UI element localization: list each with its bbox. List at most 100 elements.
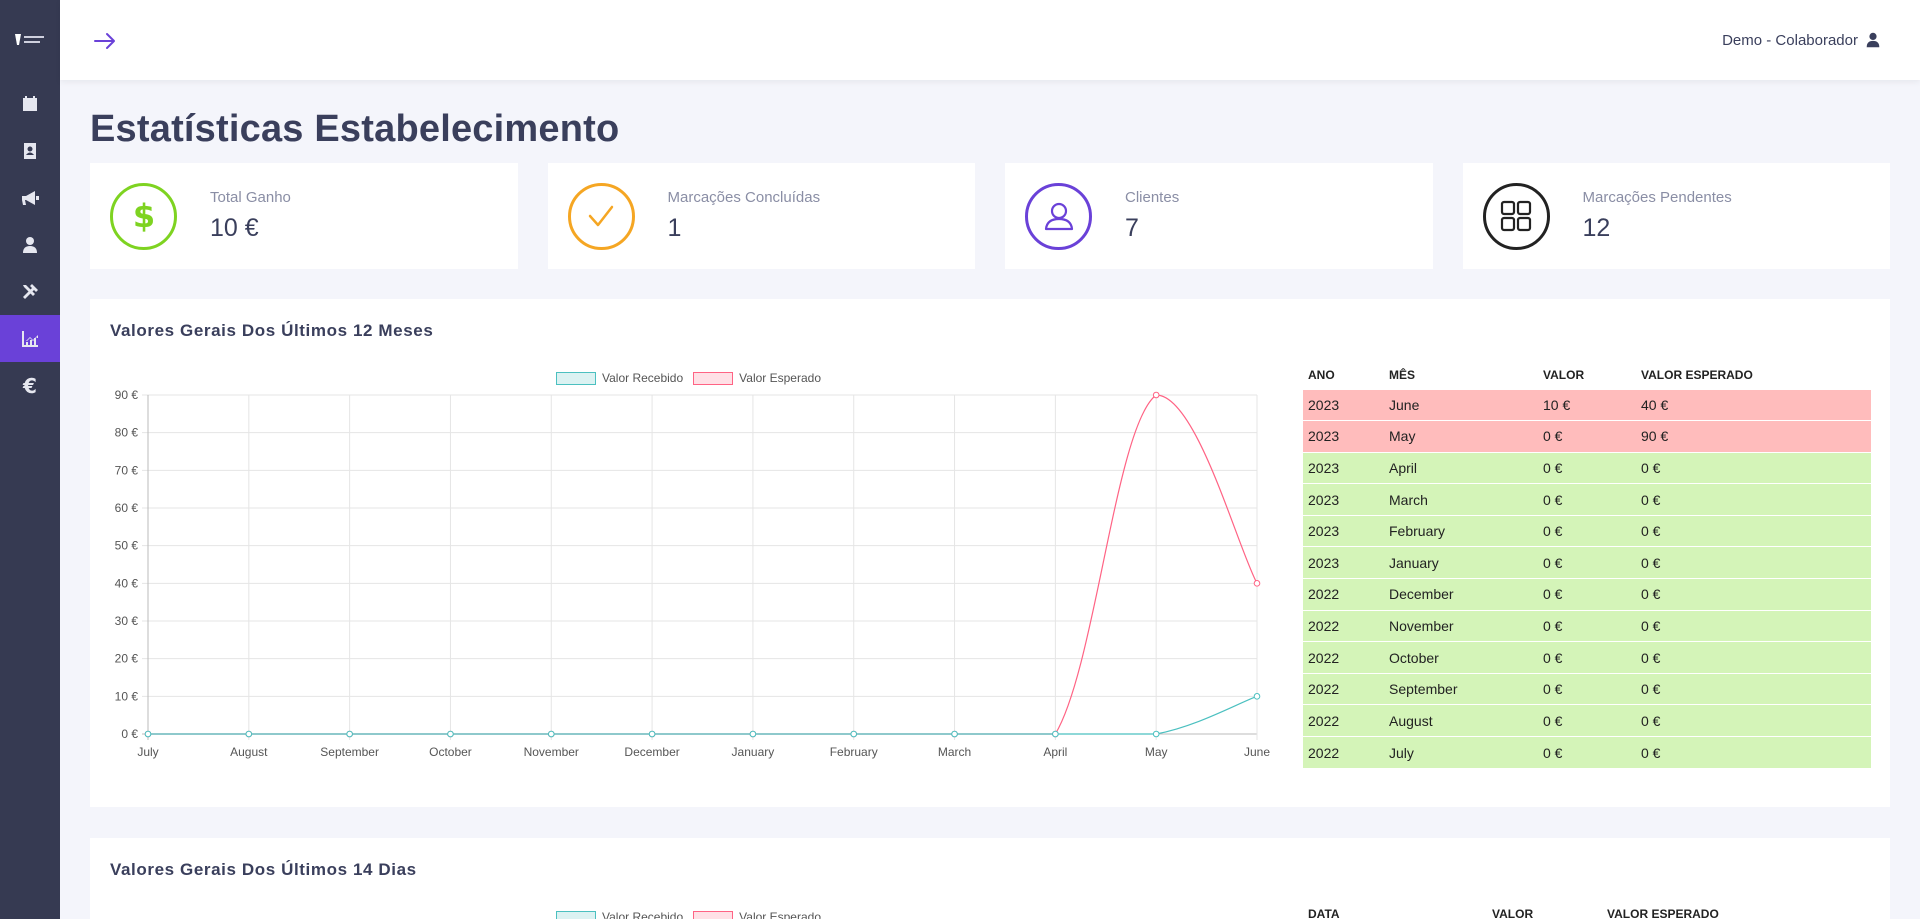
data-point-valor-recebido bbox=[648, 730, 656, 738]
y-tick-label: 40 € bbox=[115, 576, 139, 590]
sidebar-item-calendar[interactable] bbox=[0, 80, 60, 127]
x-tick-label: April bbox=[1043, 745, 1067, 759]
stat-label: Clientes bbox=[1125, 189, 1180, 206]
sidebar-item-finance[interactable]: € bbox=[0, 362, 60, 409]
stat-label: Marcações Concluídas bbox=[667, 189, 821, 206]
cell-value: 0 € bbox=[1538, 578, 1636, 611]
column-header-year[interactable]: ANO bbox=[1308, 367, 1335, 382]
user-name: Demo - Colaborador bbox=[1722, 31, 1858, 49]
cell-expected: 0 € bbox=[1636, 546, 1871, 579]
page-title: Estatísticas Estabelecimento bbox=[90, 108, 620, 150]
user-menu[interactable]: Demo - Colaborador bbox=[1722, 31, 1882, 49]
stat-cards: $ Total Ganho 10 € Marcações Concluídas … bbox=[90, 163, 1890, 269]
app-logo[interactable] bbox=[0, 0, 60, 80]
cell-expected: 0 € bbox=[1636, 704, 1871, 737]
megaphone-icon bbox=[22, 190, 39, 205]
sidebar-toggle-button[interactable] bbox=[92, 28, 118, 54]
data-point-valor-recebido bbox=[850, 730, 858, 738]
cell-year: 2023 bbox=[1303, 546, 1384, 579]
table-body: 2023 June 10 €40 €2023 May 0 €90 €2023 April 0… bbox=[1303, 388, 1871, 769]
y-tick-label: 30 € bbox=[115, 614, 139, 628]
y-tick-label: 0 € bbox=[121, 727, 138, 741]
cell-expected: 0 € bbox=[1636, 514, 1871, 547]
legend-item-received[interactable]: Valor Recebido bbox=[556, 910, 683, 919]
cell-month: April bbox=[1384, 451, 1538, 484]
sidebar-item-marketing[interactable] bbox=[0, 174, 60, 221]
cell-month: October bbox=[1384, 641, 1538, 674]
data-point-valor-recebido bbox=[1253, 693, 1261, 700]
cell-year: 2023 bbox=[1303, 483, 1384, 516]
table-row: 2022 September 0 €0 € bbox=[1303, 672, 1871, 705]
legend-item-received[interactable]: Valor Recebido bbox=[556, 371, 683, 385]
sidebar-item-users[interactable] bbox=[0, 221, 60, 268]
cell-value: 0 € bbox=[1538, 672, 1636, 705]
y-tick-label: 60 € bbox=[115, 501, 139, 515]
y-tick-label: 50 € bbox=[115, 539, 139, 553]
legend-label: Valor Esperado bbox=[739, 910, 821, 919]
table-row: 2023 February 0 €0 € bbox=[1303, 514, 1871, 547]
x-tick-label: March bbox=[938, 745, 971, 759]
legend-swatch bbox=[556, 910, 596, 919]
data-point-valor-recebido bbox=[1152, 730, 1160, 738]
cell-year: 2022 bbox=[1303, 578, 1384, 611]
legend-label: Valor Esperado bbox=[739, 371, 821, 385]
x-tick-label: July bbox=[137, 745, 158, 759]
table-row: 2023 January 0 €0 € bbox=[1303, 546, 1871, 579]
cell-expected: 0 € bbox=[1636, 609, 1871, 642]
cell-value: 0 € bbox=[1538, 420, 1636, 453]
cell-expected: 0 € bbox=[1636, 641, 1871, 674]
cell-year: 2022 bbox=[1303, 736, 1384, 769]
data-point-valor-recebido bbox=[1052, 730, 1059, 738]
table-row: 2022 November 0 €0 € bbox=[1303, 609, 1871, 642]
stat-icon-circle: $ bbox=[110, 182, 177, 250]
column-header-month[interactable]: MÊS bbox=[1389, 367, 1416, 382]
cell-expected: 0 € bbox=[1636, 736, 1871, 769]
sidebar-item-statistics[interactable] bbox=[0, 315, 60, 362]
data-point-valor-recebido bbox=[144, 730, 152, 738]
cell-year: 2022 bbox=[1303, 672, 1384, 705]
legend-item-expected[interactable]: Valor Esperado bbox=[693, 910, 821, 919]
x-tick-label: June bbox=[1244, 745, 1270, 759]
line-chart: 0 € 10 € 20 € 30 € 40 € 50 € 60 € 70 € 80 € 90 € J… bbox=[115, 388, 1271, 759]
cell-value: 0 € bbox=[1538, 736, 1636, 769]
column-header-value[interactable]: VALOR bbox=[1543, 367, 1585, 382]
table-row: 2023 March 0 €0 € bbox=[1303, 483, 1871, 516]
legend-swatch bbox=[693, 910, 734, 919]
stat-card-completed-bookings: Marcações Concluídas 1 bbox=[547, 163, 975, 269]
y-tick-label: 80 € bbox=[115, 426, 139, 440]
cell-expected: 0 € bbox=[1636, 672, 1871, 705]
column-header-expected[interactable]: VALOR ESPERADO bbox=[1607, 907, 1719, 919]
y-tick-label: 90 € bbox=[115, 388, 139, 402]
euro-icon: € bbox=[23, 373, 37, 398]
x-tick-label: November bbox=[524, 745, 579, 759]
column-header-date[interactable]: DATA bbox=[1308, 907, 1340, 919]
grid-icon bbox=[1500, 200, 1532, 232]
legend-item-expected[interactable]: Valor Esperado bbox=[693, 371, 821, 385]
data-point-valor-recebido bbox=[346, 730, 353, 738]
column-header-expected[interactable]: VALOR ESPERADO bbox=[1641, 367, 1753, 382]
table-row: 2022 July 0 €0 € bbox=[1303, 736, 1871, 769]
cell-month: May bbox=[1384, 420, 1538, 453]
cell-month: January bbox=[1384, 546, 1538, 579]
data-point-valor-recebido bbox=[951, 730, 958, 738]
top-bar: Demo - Colaborador bbox=[60, 0, 1920, 80]
stat-card-total-earned: $ Total Ganho 10 € bbox=[90, 163, 518, 269]
series-line-valor-esperado bbox=[148, 394, 1258, 735]
cell-value: 0 € bbox=[1538, 514, 1636, 547]
sidebar-item-services[interactable] bbox=[0, 268, 60, 315]
cell-value: 0 € bbox=[1538, 483, 1636, 516]
legend-swatch bbox=[556, 371, 596, 385]
table-row: 2022 December 0 €0 € bbox=[1303, 578, 1871, 611]
data-point-valor-recebido bbox=[245, 730, 253, 738]
chart-legend: Valor Recebido Valor Esperado bbox=[556, 371, 831, 385]
tools-icon bbox=[23, 283, 38, 299]
table-row: 2023 May 0 €90 € bbox=[1303, 420, 1871, 453]
cell-year: 2022 bbox=[1303, 609, 1384, 642]
column-header-value[interactable]: VALOR bbox=[1492, 907, 1534, 919]
cell-value: 10 € bbox=[1538, 388, 1636, 421]
sidebar-item-contacts[interactable] bbox=[0, 127, 60, 174]
stat-icon-circle bbox=[1025, 182, 1092, 250]
table-header-row: ANO MÊS VALOR VALOR ESPERADO bbox=[1303, 361, 1871, 389]
stat-icon-circle bbox=[1482, 182, 1550, 250]
cell-month: June bbox=[1384, 388, 1538, 421]
